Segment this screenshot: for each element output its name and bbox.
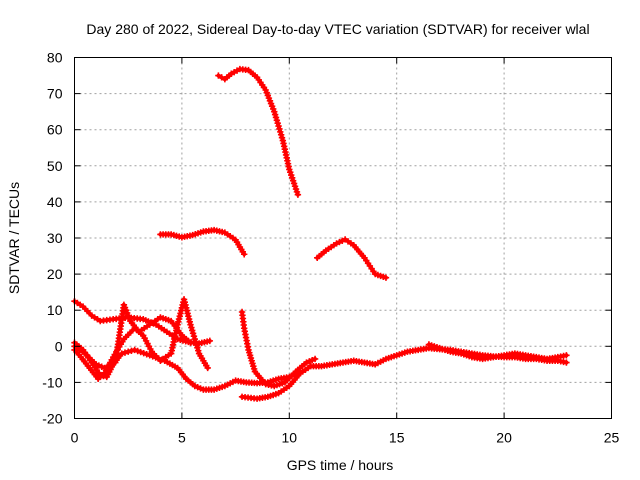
tick-layer: 0 5 10 15 20 25 -20 -10 0 10 20 30 40 50 60 70 80 <box>42 50 619 446</box>
data-point <box>143 351 150 358</box>
y-tick-label: -20 <box>42 411 62 427</box>
data-point <box>121 349 129 356</box>
data-point <box>218 74 225 81</box>
data-point <box>131 346 138 354</box>
series-arc-h <box>425 341 570 363</box>
data-point <box>125 348 132 355</box>
series-arc-30-right <box>314 236 390 281</box>
data-point <box>140 349 147 357</box>
y-tick-label: 30 <box>47 230 63 246</box>
series-arc-f <box>238 357 379 402</box>
data-point <box>311 355 319 363</box>
data-point <box>146 352 153 359</box>
chart-title: Day 280 of 2022, Sidereal Day-to-day VTE… <box>86 21 589 37</box>
y-tick-label: 70 <box>47 86 63 102</box>
x-tick-label: 20 <box>496 430 512 446</box>
y-tick-label: 80 <box>47 50 63 66</box>
data-point <box>240 251 248 258</box>
y-tick-label: 60 <box>47 122 63 138</box>
data-point <box>137 348 144 356</box>
series-arc-d <box>71 301 194 372</box>
data-point <box>294 191 302 198</box>
data-point <box>187 339 194 346</box>
x-axis-label: GPS time / hours <box>287 457 394 473</box>
series-arc-30-left <box>157 226 248 258</box>
y-tick-label: 50 <box>47 158 63 174</box>
series-layer <box>71 65 570 402</box>
x-tick-label: 10 <box>282 430 298 446</box>
data-point <box>215 72 222 79</box>
x-tick-label: 25 <box>604 430 620 446</box>
series-line <box>240 310 318 388</box>
data-point <box>563 359 570 366</box>
series-line <box>216 67 300 197</box>
data-point <box>134 347 141 355</box>
y-tick-label: -10 <box>42 374 62 390</box>
data-point <box>382 274 390 281</box>
data-point <box>206 337 214 345</box>
data-point <box>204 364 211 372</box>
series-arc-c <box>71 296 211 382</box>
y-tick-label: 40 <box>47 194 63 210</box>
series-arc-high <box>215 65 302 198</box>
x-tick-label: 5 <box>178 430 186 446</box>
series-arc-e <box>238 308 319 390</box>
y-tick-label: 10 <box>47 302 63 318</box>
y-tick-label: 0 <box>55 338 63 354</box>
data-point <box>128 347 135 355</box>
x-tick-label: 15 <box>389 430 405 446</box>
y-axis-label: SDTVAR / TECUs <box>6 182 22 294</box>
y-tick-label: 20 <box>47 266 63 282</box>
data-point <box>563 352 570 359</box>
x-tick-label: 0 <box>71 430 79 446</box>
